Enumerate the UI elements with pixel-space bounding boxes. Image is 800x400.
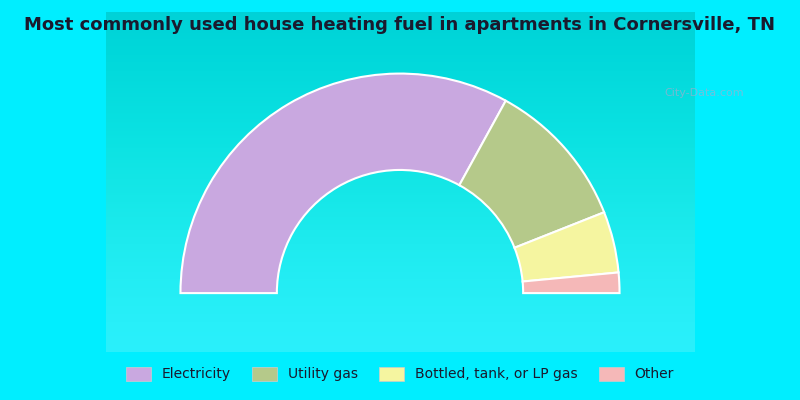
Wedge shape: [181, 74, 506, 293]
Wedge shape: [459, 101, 604, 248]
Legend: Electricity, Utility gas, Bottled, tank, or LP gas, Other: Electricity, Utility gas, Bottled, tank,…: [121, 361, 679, 387]
Wedge shape: [522, 272, 619, 293]
Wedge shape: [514, 212, 618, 282]
Text: Most commonly used house heating fuel in apartments in Cornersville, TN: Most commonly used house heating fuel in…: [25, 16, 775, 34]
Text: City-Data.com: City-Data.com: [664, 88, 744, 98]
